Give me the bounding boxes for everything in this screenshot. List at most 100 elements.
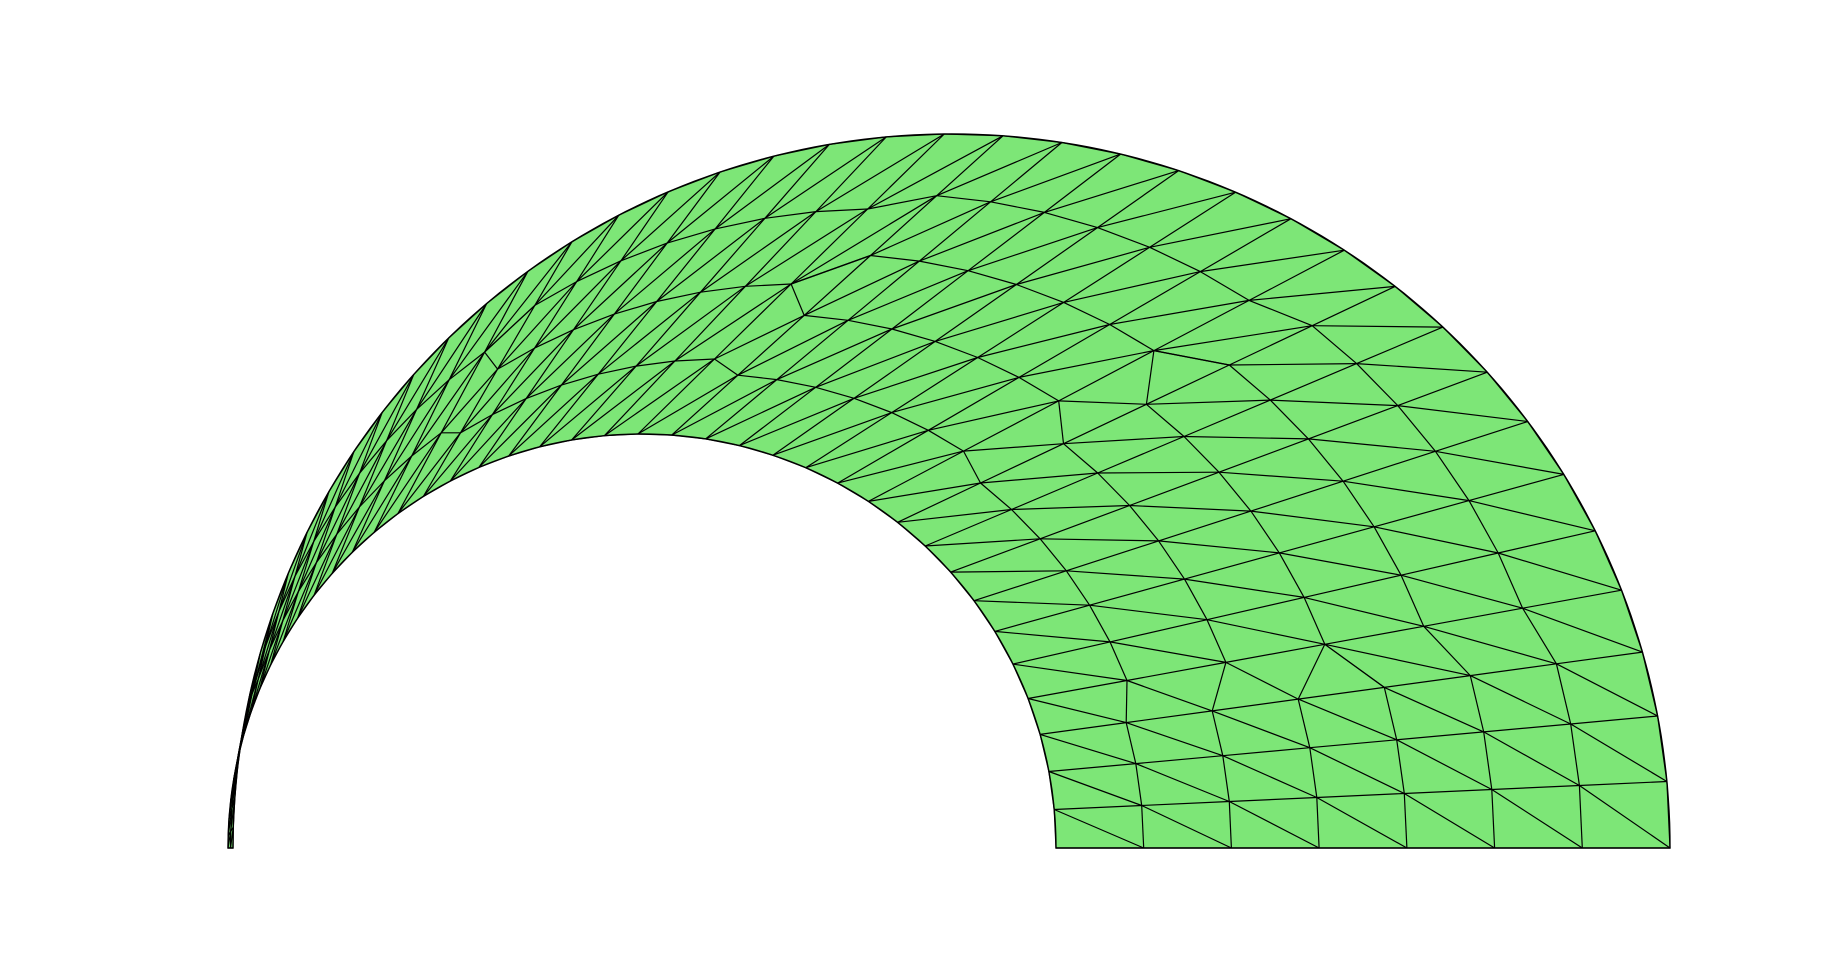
mesh-edge [773, 143, 830, 157]
mesh-edge [934, 340, 978, 359]
mesh-edge [1048, 771, 1055, 810]
mesh-edge [381, 374, 415, 413]
mesh-edge [1248, 299, 1313, 327]
mesh-edge [336, 440, 388, 535]
mesh-edge [297, 595, 315, 619]
mesh-edge [927, 376, 1020, 431]
mesh-edge [837, 482, 869, 502]
mesh-edge [637, 374, 739, 435]
mesh-edge [297, 562, 317, 592]
mesh-edge [1403, 792, 1495, 849]
mesh-edge [1434, 450, 1470, 501]
mesh-edge [656, 291, 701, 303]
mesh-edge [1027, 698, 1041, 735]
mesh-edge [700, 211, 817, 293]
mesh-edge [805, 467, 838, 484]
mesh-edge [534, 281, 578, 349]
mesh-edge [936, 195, 991, 203]
mesh-edge [315, 473, 361, 563]
mesh-edge [980, 472, 1098, 484]
mesh-edge [1218, 471, 1344, 482]
mesh-edge [671, 434, 706, 440]
mesh-edge [1556, 663, 1658, 717]
mesh-edge [397, 432, 442, 514]
mesh-edge [313, 451, 355, 542]
mesh-edge [484, 241, 573, 353]
mesh-edge [815, 386, 855, 399]
mesh-edge [1089, 578, 1185, 606]
mesh-edge [561, 373, 599, 386]
mesh-edge [459, 368, 499, 434]
mesh-edge [440, 351, 486, 434]
mesh-edge [714, 155, 775, 230]
mesh-edge [331, 506, 360, 574]
mesh-edge [1129, 471, 1220, 507]
mesh-edge [1129, 505, 1160, 542]
mesh-edge [1048, 770, 1142, 807]
mesh-edge [539, 373, 599, 448]
mesh-edge [1423, 625, 1557, 665]
mesh-edge [1384, 675, 1471, 688]
mesh-edge [561, 301, 658, 386]
mesh-edge [386, 337, 450, 442]
mesh-edge [674, 358, 715, 362]
mesh-edge [331, 480, 385, 574]
mesh-edge [539, 439, 572, 448]
mesh-edge [891, 283, 1017, 330]
mesh-edge [1222, 747, 1310, 757]
mesh-edge [1498, 552, 1622, 591]
mesh-edge [1486, 371, 1529, 422]
mesh-edge [853, 397, 892, 414]
mesh-edge [897, 482, 981, 523]
mesh-edge [1129, 504, 1251, 512]
mesh-edge [737, 319, 849, 376]
mesh-edge [1384, 686, 1484, 733]
mesh-edge [1040, 538, 1159, 542]
mesh-edge [1066, 540, 1159, 572]
mesh-edge [1200, 249, 1345, 273]
mesh-edge [1061, 141, 1121, 155]
mesh-edge [416, 337, 450, 410]
mesh-edge [484, 304, 536, 353]
mesh-edge [576, 191, 669, 283]
mesh-edge [460, 347, 536, 434]
mesh-edge [1303, 597, 1326, 645]
mesh-edge [497, 347, 535, 370]
mesh-edge [491, 347, 536, 415]
mesh-edge [232, 798, 236, 828]
mesh-edge [1135, 763, 1143, 806]
mesh-edge [297, 562, 317, 619]
mesh-edge [936, 141, 1063, 197]
mesh-edge [1342, 450, 1436, 482]
mesh-edge [268, 611, 280, 651]
mesh-edge [1120, 153, 1179, 172]
mesh-edge [656, 217, 766, 302]
mesh-edge [448, 351, 485, 381]
mesh-edge [416, 303, 488, 410]
mesh-edge [1570, 723, 1668, 783]
mesh-edge [804, 314, 849, 321]
mesh-edge [837, 450, 964, 484]
mesh-edge [935, 301, 1064, 342]
mesh-edge [525, 384, 562, 400]
mesh-edge [1126, 679, 1213, 712]
mesh-edge [1058, 350, 1155, 402]
mesh-edge [1018, 323, 1111, 378]
mesh-edge [1153, 325, 1313, 352]
mesh-edge [666, 155, 775, 244]
mesh-edge [1579, 780, 1667, 787]
mesh-edge [313, 491, 330, 542]
mesh-edge [373, 432, 442, 533]
mesh-edge [1039, 733, 1136, 765]
mesh-edge [1158, 540, 1185, 580]
mesh-edge [925, 538, 1041, 547]
mesh-edge [351, 531, 375, 553]
mesh-edge [853, 340, 936, 399]
mesh-edge [358, 412, 383, 474]
mesh-edge [1206, 619, 1325, 645]
mesh-edge [667, 171, 721, 193]
mesh-edge [259, 613, 274, 654]
mesh-edge [272, 572, 289, 614]
mesh-edge [1666, 781, 1671, 849]
mesh-edge [1316, 797, 1320, 849]
